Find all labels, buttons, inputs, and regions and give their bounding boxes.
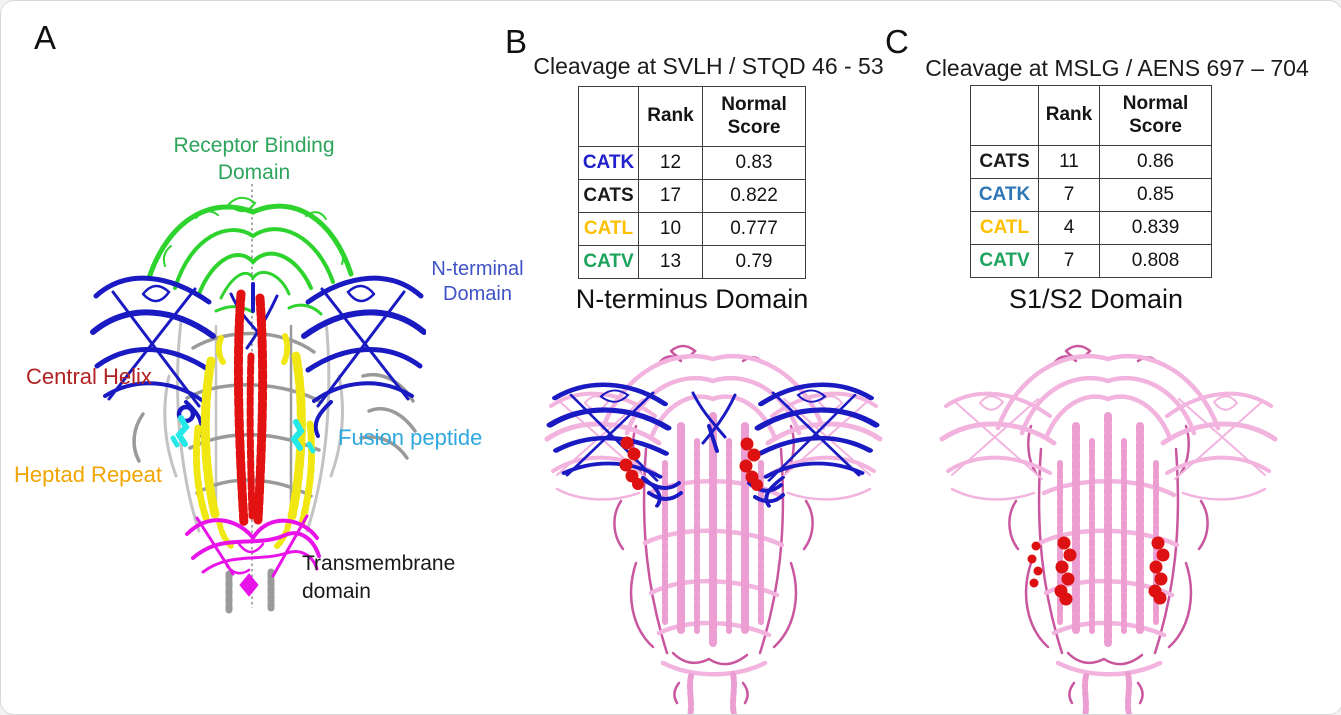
score-cell: 0.83 [702,146,806,180]
central-helix-label: Central Helix [26,364,152,389]
heptad-repeat-ribbons [192,333,316,549]
rank-cell: 10 [638,212,703,246]
table-row: CATK 7 0.85 [970,178,1212,212]
rank-col-header: Rank [1038,85,1100,146]
protease-cell: CATK [970,178,1039,212]
panel-c-structure-label: S1/S2 Domain [1008,284,1184,314]
tm-label-line1: Transmembrane [302,552,456,575]
fusion-peptide-ribbons [170,415,316,454]
heptad-repeat-label: Heptad Repeat [14,462,162,487]
table-header-row: Rank Normal Score [970,85,1212,146]
score-cell: 0.79 [702,245,806,279]
spike-structure-a-annotated [81,184,426,614]
cleavage-site-spheres [1027,536,1170,606]
ntd-label-line1: N-terminal [431,258,524,280]
protease-col-header [578,86,639,147]
score-col-header: Normal Score [1099,85,1212,146]
protease-cell: CATV [970,244,1039,278]
score-cell: 0.85 [1099,178,1212,212]
table-row: CATL 4 0.839 [970,211,1212,245]
rank-cell: 4 [1038,211,1100,245]
n-terminal-domain-label: N-terminal Domain [425,257,530,307]
rank-cell: 12 [638,146,703,180]
protease-cell: CATL [578,212,639,246]
panel-b-title: Cleavage at SVLH / STQD 46 - 53 [533,53,884,79]
panel-b-structure-label: N-terminus Domain [575,284,809,314]
table-row: CATL 10 0.777 [578,212,806,246]
rank-cell: 13 [638,245,703,279]
rbd-label-line1: Receptor Binding [173,134,335,157]
spike-structure-b-nterminus [541,331,886,714]
transmembrane-ribbons [185,514,321,597]
protease-cell: CATL [970,211,1039,245]
rbd-label-line2: Domain [217,161,291,184]
table-row: CATV 13 0.79 [578,245,806,279]
ntd-label-line2: Domain [443,283,512,305]
score-cell: 0.86 [1099,145,1212,179]
rank-cell: 17 [638,179,703,213]
central-helix-ribbons [233,289,268,529]
protease-col-header [970,85,1039,146]
score-cell: 0.777 [702,212,806,246]
cleavage-site-spheres [619,436,763,491]
table-row: CATV 7 0.808 [970,244,1212,278]
fusion-peptide-label: Fusion peptide [338,425,483,450]
cleavage-table-c: Rank Normal Score CATS 11 0.86 CATK 7 0.… [970,85,1212,278]
panel-b-letter: B [505,23,528,60]
panel-c-title: Cleavage at MSLG / AENS 697 – 704 [925,55,1309,81]
score-col-header: Normal Score [702,86,806,147]
score-cell: 0.808 [1099,244,1212,278]
panel-c-letter: C [885,23,909,60]
score-cell: 0.822 [702,179,806,213]
table-row: CATS 17 0.822 [578,179,806,213]
rank-cell: 7 [1038,178,1100,212]
rank-cell: 11 [1038,145,1100,179]
rank-col-header: Rank [638,86,703,147]
panel-a-letter: A [34,19,57,56]
protease-cell: CATV [578,245,639,279]
table-row: CATK 12 0.83 [578,146,806,180]
protease-cell: CATS [578,179,639,213]
cleavage-table-b: Rank Normal Score CATK 12 0.83 CATS 17 0… [578,86,806,279]
table-header-row: Rank Normal Score [578,86,806,147]
protease-cell: CATK [578,146,639,180]
tm-label-line2: domain [302,580,371,603]
spike-structure-c-s1s2 [936,331,1281,714]
rank-cell: 7 [1038,244,1100,278]
receptor-binding-domain-ribbons [146,196,354,316]
transmembrane-domain-label: Transmembrane domain [302,550,482,606]
protease-cell: CATS [970,145,1039,179]
table-row: CATS 11 0.86 [970,145,1212,179]
receptor-binding-domain-label: Receptor Binding Domain [149,132,359,186]
score-cell: 0.839 [1099,211,1212,245]
